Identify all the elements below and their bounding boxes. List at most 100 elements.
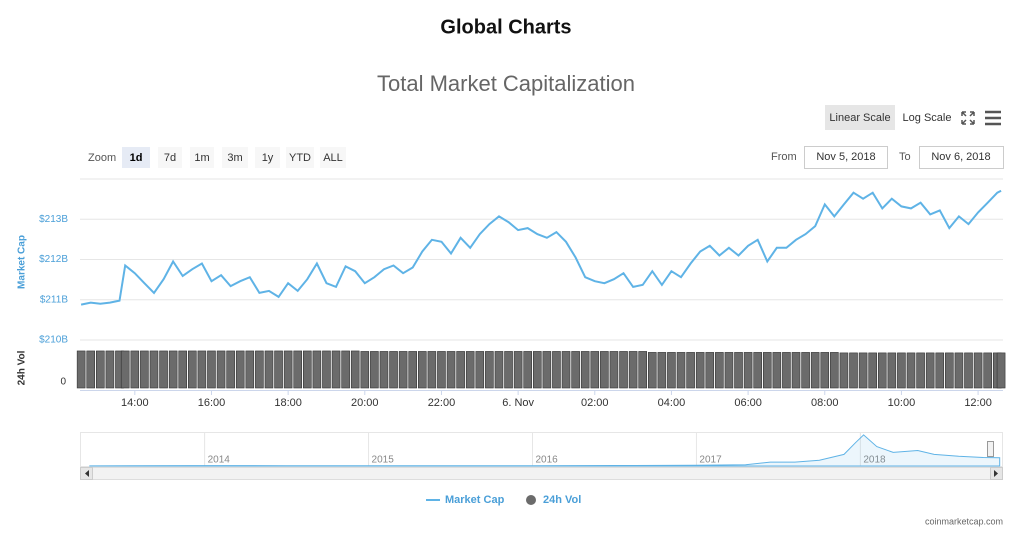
volume-bar [188,350,197,389]
volume-bar [820,352,830,389]
volume-bar [350,350,360,389]
volume-bar [695,352,705,389]
y-tick-label: $213B [39,214,68,225]
zoom-button[interactable] [190,147,214,168]
volume-bar [580,351,590,389]
volume-bar [523,351,533,389]
menu-icon[interactable] [985,110,1001,126]
volume-bar [120,350,130,389]
volume-bar [140,350,149,389]
volume-bar [456,351,465,389]
volume-bar [590,351,600,389]
zoom-button[interactable] [255,147,280,168]
volume-bar [226,350,235,389]
volume-bar [370,351,379,389]
scrollbar[interactable] [80,467,1003,480]
navigator-tick-label: 2017 [699,455,722,466]
linear-scale-button[interactable] [825,105,895,130]
volume-bar [255,350,264,389]
volume-bar [906,352,916,389]
volume-bar [408,351,418,389]
volume-bar [197,350,207,389]
zoom-button[interactable] [122,147,150,168]
from-label: From [771,151,797,163]
zoom-button[interactable] [222,147,248,168]
volume-bar [916,352,925,389]
volume-bar [130,350,140,389]
from-value[interactable]: Nov 5, 2018 [816,151,875,163]
to-value[interactable]: Nov 6, 2018 [931,151,990,163]
navigator-handle[interactable] [987,441,994,457]
volume-bar [331,350,341,389]
to-input[interactable] [919,146,1004,169]
zoom-button-label[interactable]: 1m [194,152,209,164]
scroll-right-arrow [994,470,998,477]
y2-tick-label: 0 [60,377,66,388]
volume-bar [772,352,782,389]
volume-bar [274,350,283,389]
volume-bar [868,352,877,389]
volume-bar [571,351,580,389]
volume-bar [159,350,168,389]
zoom-button-label[interactable]: 7d [164,152,176,164]
legend-label[interactable]: 24h Vol [543,494,581,506]
zoom-button-label[interactable]: 1y [262,152,274,164]
zoom-button-label[interactable]: 3m [227,152,242,164]
to-label: To [899,151,911,163]
volume-bar [552,351,561,389]
from-input[interactable] [804,146,888,169]
volume-bar [322,350,331,389]
x-tick-label: 10:00 [888,397,916,409]
volume-bar [964,352,973,389]
volume-bar [609,351,619,389]
volume-bar [996,352,1006,389]
zoom-button-label[interactable]: ALL [323,152,343,164]
volume-bar [494,351,504,389]
volume-bar [954,352,964,389]
volume-bar [178,350,188,389]
volume-bar [925,352,935,389]
volume-bar [465,351,475,389]
volume-bar [293,350,303,389]
volume-bar [283,350,293,389]
volume-bar [973,352,983,389]
volume-bar [734,352,743,389]
zoom-label: Zoom [88,152,116,164]
volume-bar [715,352,724,389]
volume-bar [561,351,571,389]
volume-bar [341,350,350,389]
volume-bar [105,350,115,389]
volume-bar [628,351,638,389]
x-tick-label: 22:00 [428,397,456,409]
volume-bar [446,351,456,389]
navigator-area [89,434,1001,467]
volume-bar [782,352,791,389]
volume-bar [532,351,542,389]
volume-bar [830,352,839,389]
chart-title: Total Market Capitalization [377,71,635,96]
volume-bar [427,351,437,389]
zoom-button-label[interactable]: YTD [289,152,311,164]
volume-bar [810,352,820,389]
y-tick-label: $210B [39,335,68,346]
x-tick-label: 06:00 [734,397,762,409]
volume-bar [542,351,552,389]
volume-bar [96,350,105,389]
x-tick-label: 16:00 [198,397,226,409]
linear-scale-label[interactable]: Linear Scale [829,112,890,124]
x-tick-label: 14:00 [121,397,149,409]
legend-label[interactable]: Market Cap [445,494,505,506]
volume-bar [360,351,370,389]
volume-bar [839,352,849,389]
zoom-button[interactable] [158,147,182,168]
log-scale-label[interactable]: Log Scale [903,112,952,124]
volume-bar [647,352,657,389]
fullscreen-icon[interactable] [961,111,975,125]
zoom-button[interactable] [286,147,314,168]
zoom-button[interactable] [320,147,346,168]
zoom-button-label[interactable]: 1d [130,152,143,164]
volume-bar [303,350,312,389]
volume-bar [877,352,887,389]
volume-bar [504,351,513,389]
